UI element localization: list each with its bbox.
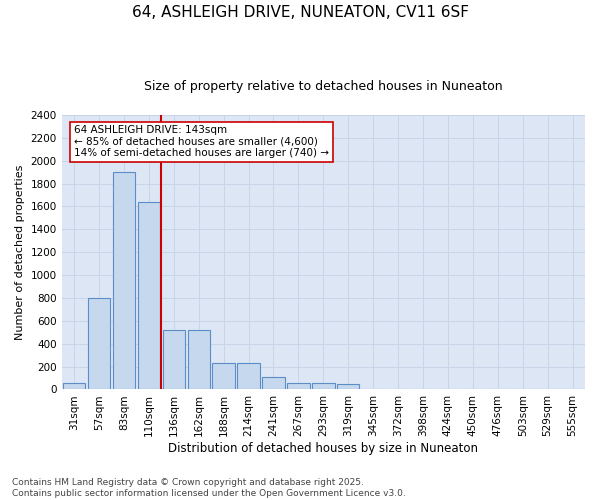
Bar	[212, 363, 235, 390]
Text: 64 ASHLEIGH DRIVE: 143sqm
← 85% of detached houses are smaller (4,600)
14% of se: 64 ASHLEIGH DRIVE: 143sqm ← 85% of detac…	[74, 126, 329, 158]
Bar	[88, 298, 110, 390]
Bar	[337, 384, 359, 390]
Bar	[238, 363, 260, 390]
Bar	[113, 172, 135, 390]
Bar	[287, 382, 310, 390]
Bar	[137, 202, 160, 390]
Text: 64, ASHLEIGH DRIVE, NUNEATON, CV11 6SF: 64, ASHLEIGH DRIVE, NUNEATON, CV11 6SF	[131, 5, 469, 20]
X-axis label: Distribution of detached houses by size in Nuneaton: Distribution of detached houses by size …	[169, 442, 478, 455]
Y-axis label: Number of detached properties: Number of detached properties	[15, 164, 25, 340]
Bar	[63, 382, 85, 390]
Title: Size of property relative to detached houses in Nuneaton: Size of property relative to detached ho…	[144, 80, 503, 93]
Bar	[188, 330, 210, 390]
Bar	[312, 382, 335, 390]
Bar	[262, 377, 285, 390]
Text: Contains HM Land Registry data © Crown copyright and database right 2025.
Contai: Contains HM Land Registry data © Crown c…	[12, 478, 406, 498]
Bar	[163, 330, 185, 390]
